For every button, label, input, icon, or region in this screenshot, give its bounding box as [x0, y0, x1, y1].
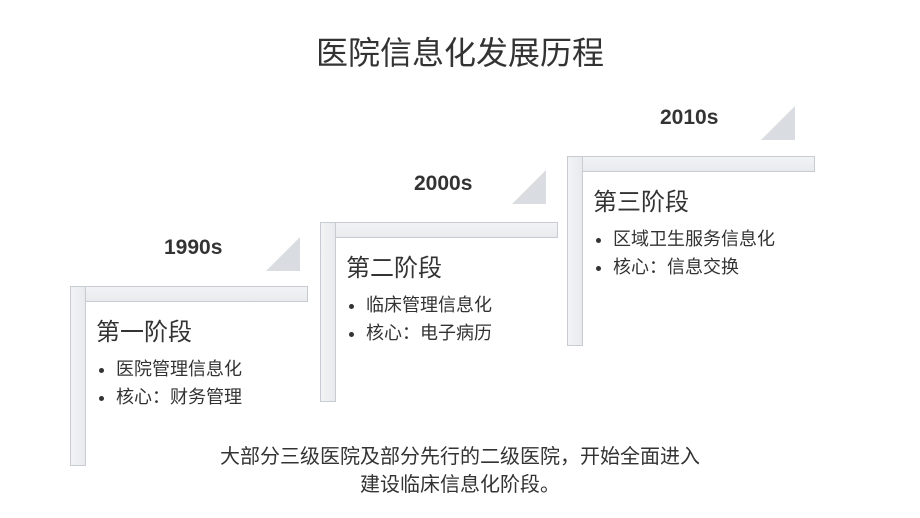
stage-2-bullet-1: 临床管理信息化	[366, 293, 556, 317]
stage-1-title: 第一阶段	[96, 312, 306, 347]
era-label-3: 2010s	[660, 106, 718, 130]
era-label-2: 2000s	[414, 172, 472, 196]
stage-1: 第一阶段医院管理信息化核心：财务管理	[70, 286, 308, 466]
step-triangle-3	[761, 106, 795, 140]
step-triangle-2	[512, 170, 546, 204]
stage-3-frame-left	[567, 156, 583, 346]
stage-3-bullet-2: 核心：信息交换	[613, 255, 813, 279]
stage-2-content: 第二阶段临床管理信息化核心：电子病历	[346, 248, 556, 350]
stage-1-bullet-2: 核心：财务管理	[116, 385, 306, 409]
stage-1-frame-top	[70, 286, 308, 302]
stage-2-frame-top	[320, 222, 558, 238]
caption-line1: 大部分三级医院及部分先行的二级医院，开始全面进入	[220, 446, 700, 468]
stage-3-title: 第三阶段	[593, 182, 813, 217]
stage-3: 第三阶段区域卫生服务信息化核心：信息交换	[567, 156, 815, 346]
page-title: 医院信息化发展历程	[0, 28, 920, 74]
caption: 大部分三级医院及部分先行的二级医院，开始全面进入 建设临床信息化阶段。	[0, 443, 920, 499]
stage-1-frame-left	[70, 286, 86, 466]
stage-2-title: 第二阶段	[346, 248, 556, 283]
stage-3-list: 区域卫生服务信息化核心：信息交换	[593, 227, 813, 280]
stage-2-list: 临床管理信息化核心：电子病历	[346, 293, 556, 346]
stage-2-frame-left	[320, 222, 336, 402]
stage-2: 第二阶段临床管理信息化核心：电子病历	[320, 222, 558, 402]
era-label-1: 1990s	[164, 236, 222, 260]
stage-2-bullet-2: 核心：电子病历	[366, 321, 556, 345]
stage-3-content: 第三阶段区域卫生服务信息化核心：信息交换	[593, 182, 813, 284]
stage-1-list: 医院管理信息化核心：财务管理	[96, 357, 306, 410]
stage-3-frame-top	[567, 156, 815, 172]
step-triangle-1	[266, 237, 300, 271]
stage-3-bullet-1: 区域卫生服务信息化	[613, 227, 813, 251]
caption-line2: 建设临床信息化阶段。	[360, 474, 560, 496]
stage-1-bullet-1: 医院管理信息化	[116, 357, 306, 381]
stage-1-content: 第一阶段医院管理信息化核心：财务管理	[96, 312, 306, 414]
